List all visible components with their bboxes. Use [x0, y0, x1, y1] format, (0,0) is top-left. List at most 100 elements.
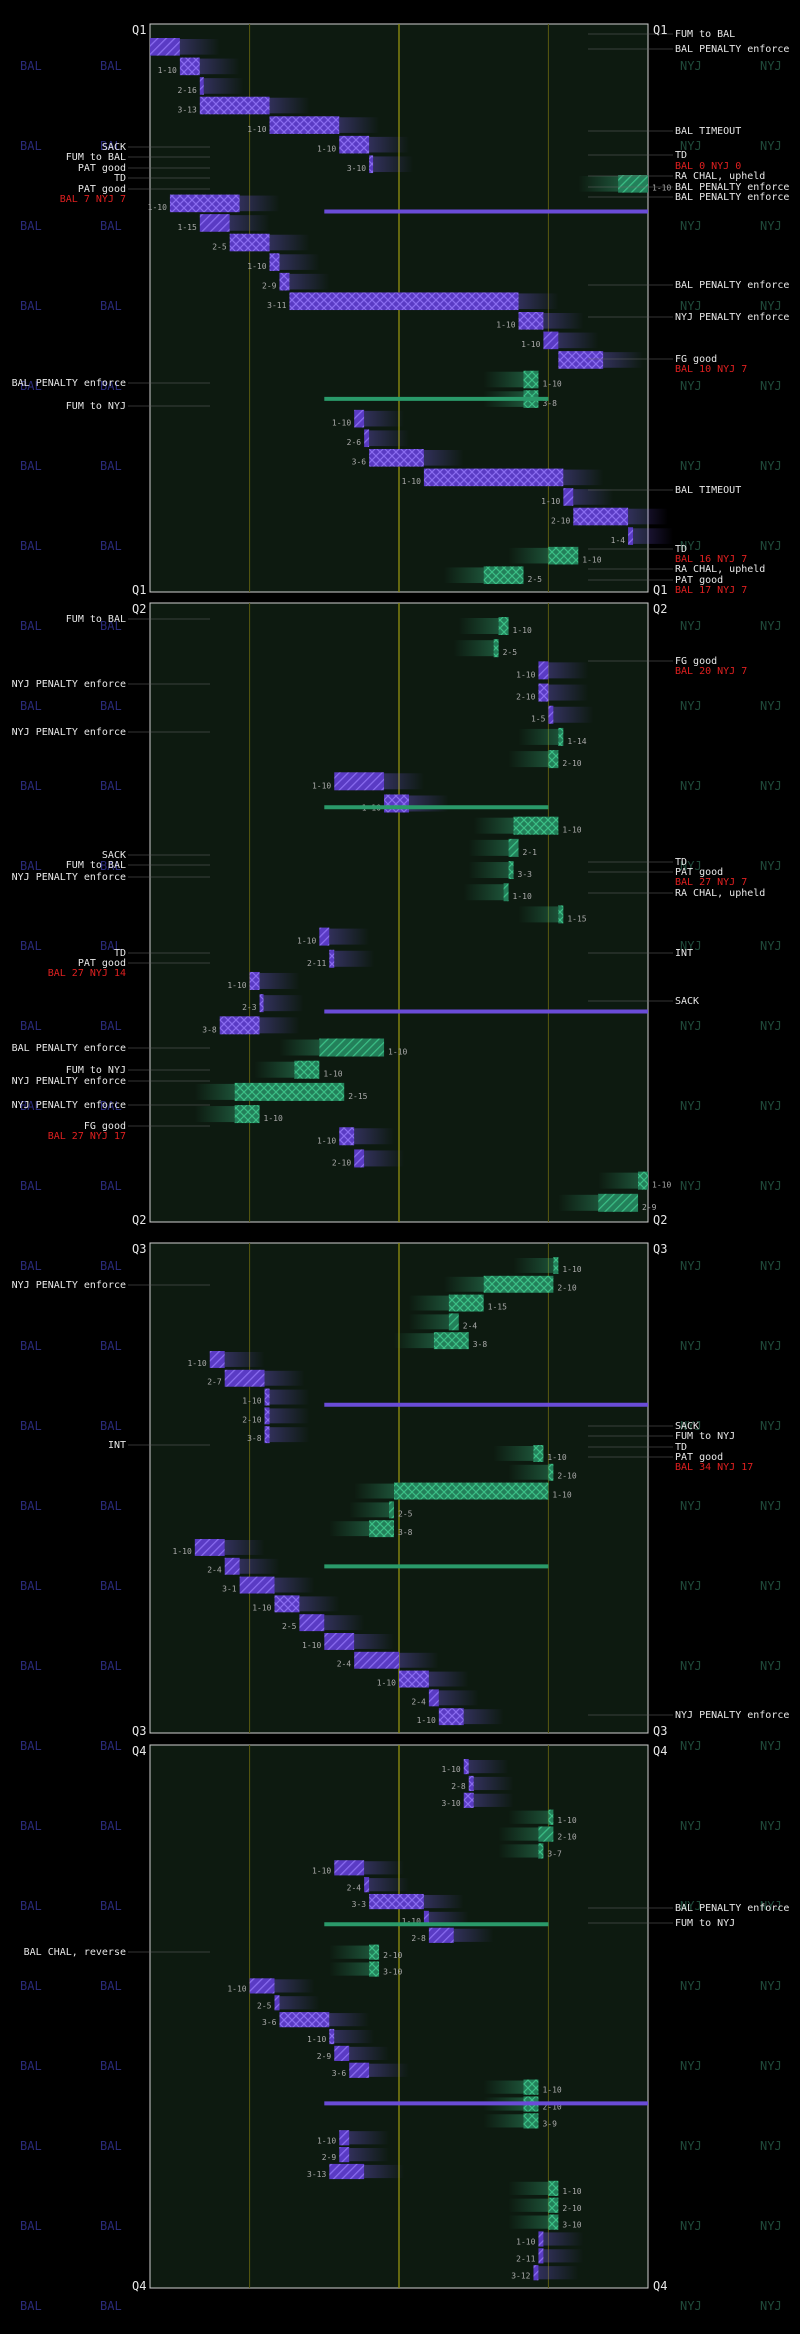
event-note-left: TD [114, 173, 126, 184]
watermark-left-team: BAL [100, 2059, 122, 2073]
play-fade [269, 1427, 310, 1443]
down-label: 1-10 [513, 626, 532, 635]
watermark-left-team: BAL [20, 219, 42, 233]
play-fade [563, 469, 604, 486]
down-label: 1-10 [441, 1765, 460, 1774]
play-bar [598, 1193, 639, 1212]
event-note-right: TD [675, 1442, 687, 1453]
down-label: 3-7 [547, 1850, 562, 1859]
watermark-right-team: NYJ [680, 1099, 702, 1113]
quarter-4: 1-10 2-8 3-10 1-10 2-10 3-7 1-10 2-4 3-3 1-10 2-8 2… [24, 1744, 789, 2289]
play-bar [339, 1127, 355, 1146]
play-bar [513, 816, 559, 835]
down-label: 2-10 [562, 2204, 581, 2213]
play-fade [393, 1333, 434, 1349]
play-bar [433, 1332, 469, 1350]
play-bar [523, 2113, 539, 2129]
play-fade [299, 1596, 340, 1612]
play-fade [289, 273, 330, 290]
event-note-left: PAT good [78, 958, 126, 969]
event-note-left: PAT good [78, 184, 126, 195]
watermark-left-team: BAL [20, 1499, 42, 1513]
down-label: 1-10 [247, 125, 266, 134]
play-bar [638, 1171, 648, 1190]
play-bar [264, 1388, 270, 1406]
play-bar [399, 1670, 429, 1688]
watermark-left-team: BAL [100, 859, 122, 873]
play-fade [548, 662, 589, 679]
play-fade [443, 1276, 484, 1292]
down-label: 1-10 [297, 937, 316, 946]
watermark-right-team: NYJ [680, 1499, 702, 1513]
down-label: 1-10 [242, 1397, 261, 1406]
down-label: 2-6 [347, 438, 362, 447]
play-fade [334, 950, 375, 967]
event-note-right: INT [675, 948, 693, 959]
down-label: 3-6 [332, 2069, 347, 2078]
quarter-label-right: Q2 [653, 602, 667, 616]
event-note-left: FUM to BAL [66, 860, 126, 871]
play-bar [423, 1910, 429, 1927]
play-bar [319, 1038, 385, 1057]
down-label: 3-8 [473, 1340, 488, 1349]
watermark-left-team: BAL [100, 1819, 122, 1833]
down-label: 1-10 [652, 1181, 671, 1190]
event-note-right: RA CHAL, upheld [675, 888, 765, 899]
play-bar [468, 1775, 474, 1792]
watermark-right-team: NYJ [760, 1179, 782, 1193]
play-bar [543, 331, 559, 350]
watermark-right-team: NYJ [760, 1019, 782, 1033]
event-note-right: BAL PENALTY enforce [675, 1903, 789, 1914]
play-fade [269, 1408, 310, 1424]
watermark-right-team: NYJ [760, 1979, 782, 1993]
down-label: 3-10 [441, 1799, 460, 1808]
play-fade [269, 1389, 310, 1405]
play-bar [508, 838, 519, 857]
play-fade [329, 1962, 370, 1976]
watermark-left-team: BAL [20, 1819, 42, 1833]
event-note-right: PAT good [675, 575, 723, 586]
watermark-right-team: NYJ [680, 2299, 702, 2313]
play-bar [239, 1576, 275, 1594]
play-bar [259, 994, 264, 1013]
play-bar [548, 705, 554, 724]
down-label: 3-10 [347, 164, 366, 173]
play-bar [279, 2012, 330, 2028]
play-fade [538, 2266, 579, 2280]
down-label: 2-10 [542, 2103, 561, 2112]
event-note-left: BAL CHAL, reverse [24, 1947, 126, 1958]
play-bar [508, 861, 514, 880]
watermark-left-team: BAL [20, 299, 42, 313]
play-bar [428, 1689, 439, 1707]
play-bar [618, 175, 648, 193]
watermark-right-team: NYJ [760, 1339, 782, 1353]
event-note-right: BAL 10 NYJ 7 [675, 364, 747, 375]
watermark-right-team: NYJ [760, 1419, 782, 1433]
play-bar [169, 194, 240, 213]
event-note-right: BAL 0 NYJ 0 [675, 161, 741, 172]
event-note-right: BAL PENALTY enforce [675, 44, 789, 55]
play-fade [468, 1760, 509, 1774]
event-note-right: SACK [675, 996, 699, 1007]
event-note-left: TD [114, 948, 126, 959]
event-note-right: FG good [675, 354, 717, 365]
play-fade [264, 1370, 305, 1386]
down-label: 2-5 [398, 1509, 413, 1518]
watermark-right-team: NYJ [760, 2299, 782, 2313]
watermark-left-team: BAL [100, 1899, 122, 1913]
watermark-right-team: NYJ [760, 2059, 782, 2073]
play-fade [199, 58, 240, 75]
play-fade [598, 1172, 639, 1189]
play-fade [543, 313, 584, 329]
quarter-2: 1-10 2-5 1-10 2-10 1-5 1-14 2-10 1-10 1-10 1-10 2-… [12, 602, 765, 1223]
watermark-left-team: BAL [20, 459, 42, 473]
play-fade [399, 1652, 439, 1668]
play-bar [548, 1809, 554, 1825]
watermark-right-team: NYJ [680, 1739, 702, 1753]
watermark-right-team: NYJ [680, 859, 702, 873]
play-fade [259, 972, 300, 989]
watermark-left-team: BAL [20, 139, 42, 153]
play-bar [364, 1877, 370, 1893]
watermark-left-team: BAL [20, 2299, 42, 2313]
